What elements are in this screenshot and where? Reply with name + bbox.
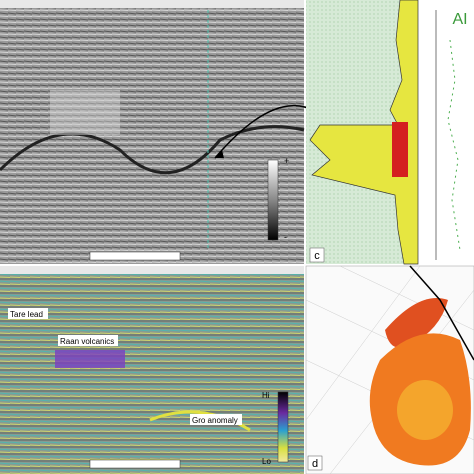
scale-bar — [89, 251, 181, 261]
seismic-section — [0, 266, 304, 474]
panel-d: d — [305, 265, 474, 474]
annotation: Gro anomaly — [192, 416, 238, 425]
panel-label: c — [314, 250, 320, 262]
colorbar — [277, 391, 289, 463]
label-box — [307, 455, 323, 471]
axis-strip — [0, 266, 304, 274]
colorbar-top: + — [284, 156, 289, 166]
volcanics-zone — [55, 350, 125, 368]
map-core — [397, 380, 453, 440]
bright-zone — [50, 90, 120, 135]
scale-bar — [89, 459, 181, 469]
seismic-section — [0, 0, 304, 264]
colorbar — [267, 159, 279, 241]
axis-strip — [0, 0, 304, 8]
panel-c: c — [306, 0, 419, 265]
panel-label: AI — [452, 11, 467, 28]
ai-background — [420, 0, 474, 264]
log-curve — [309, 0, 419, 265]
panel-ai: AI — [420, 0, 474, 264]
arrowhead — [215, 150, 224, 158]
colorbar-bottom: - — [284, 232, 287, 242]
panel-a: + - — [0, 0, 337, 264]
label-box — [309, 247, 325, 263]
horizon — [0, 125, 305, 175]
section-line — [409, 265, 474, 361]
annotation-box — [58, 335, 118, 346]
panel-b: Tare lead Raan volcanics Gro anomaly Hi … — [0, 266, 304, 474]
annotation: Tare lead — [10, 310, 43, 319]
annotation-box — [8, 308, 48, 319]
map-body — [385, 298, 448, 348]
colorbar-top: Hi — [262, 391, 270, 400]
annotation-box — [190, 414, 242, 425]
colorbar-bottom: Lo — [262, 457, 271, 466]
annotation: Raan volcanics — [60, 337, 114, 346]
panel-label: d — [312, 458, 318, 470]
log-highlight — [392, 122, 408, 177]
